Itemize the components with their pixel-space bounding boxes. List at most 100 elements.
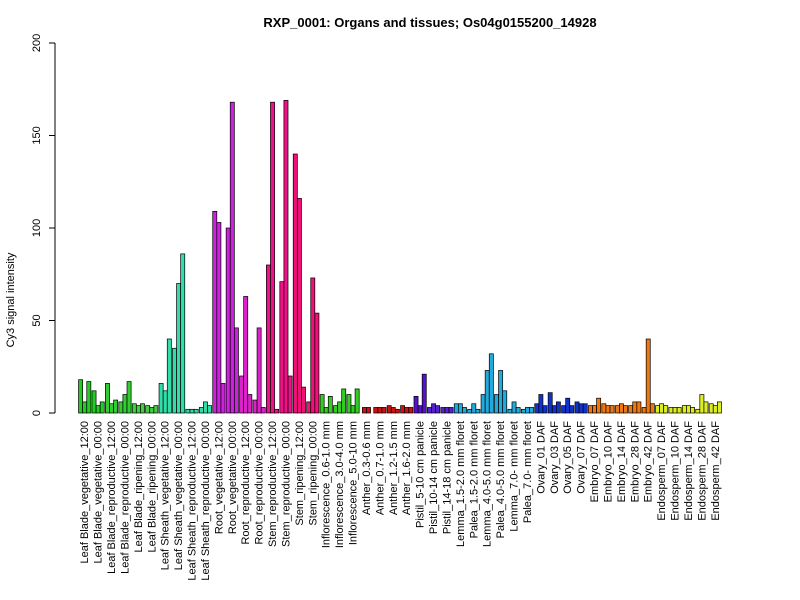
y-axis-title: Cy3 signal intensity (5, 252, 17, 347)
y-tick-label: 0 (31, 410, 43, 416)
bar-group (292, 153, 306, 414)
bar (484, 370, 490, 414)
bar (386, 405, 392, 414)
x-tick-label: Lemma_7.0- mm floret (509, 421, 521, 532)
bar (131, 403, 137, 414)
bar (480, 394, 486, 414)
bar (95, 405, 101, 414)
y-tick-label: 100 (31, 219, 43, 237)
bar (109, 403, 114, 414)
bar (292, 153, 298, 414)
bar (462, 407, 467, 414)
x-tick-label: Embryo_28 DAF (629, 421, 641, 503)
bar (86, 381, 92, 414)
x-tick-label: Endosperm_42 DAF (710, 421, 722, 521)
bar (502, 390, 508, 414)
bar-group (319, 394, 333, 414)
bar (659, 403, 665, 414)
bar (390, 407, 396, 414)
x-tick-label: Inflorescence_3.0-4.0 mm (334, 421, 346, 548)
bar (538, 394, 544, 414)
bar-group (574, 401, 588, 414)
bar-group (494, 370, 508, 414)
bar (243, 296, 249, 414)
bar-group (668, 407, 682, 414)
bar (561, 405, 567, 414)
bar-group (333, 388, 347, 414)
bar (252, 399, 258, 414)
bar-group (708, 401, 722, 414)
y-axis: 0 50 100 150 200 (31, 34, 56, 416)
bar (475, 408, 481, 414)
bar (686, 405, 691, 414)
bar-group (185, 408, 199, 414)
bar (690, 407, 695, 414)
bar (427, 407, 432, 414)
bar-group (306, 277, 320, 414)
x-tick-label: Leaf Sheath_reproductive_12:00 (187, 421, 199, 581)
bar (453, 403, 459, 414)
y-tick-label: 50 (31, 314, 43, 326)
bar (551, 405, 557, 414)
x-tick-label: Leaf Sheath_vegetative_00:00 (173, 421, 185, 570)
bar (417, 405, 423, 414)
bar (542, 405, 548, 414)
x-tick-labels: Leaf Blade_vegetative_12:00 Leaf Blade_ve… (79, 421, 722, 581)
bar (413, 396, 419, 414)
bar (189, 408, 195, 414)
bar (256, 327, 262, 414)
bar (274, 408, 280, 414)
bar (203, 401, 208, 414)
bar (507, 408, 513, 414)
bar (306, 401, 312, 414)
bar (266, 264, 271, 414)
bar-group (198, 401, 212, 414)
bar (668, 407, 674, 414)
bar (122, 394, 128, 414)
bar (712, 405, 718, 414)
bar (225, 227, 231, 414)
bar-group (507, 401, 521, 414)
bar (162, 390, 168, 414)
bar-group (614, 403, 628, 414)
x-tick-label: Leaf Sheath_reproductive_00:00 (200, 421, 212, 581)
bar (632, 401, 638, 414)
bar-group (373, 407, 387, 414)
bar (270, 101, 275, 414)
bar (494, 394, 499, 414)
bar (408, 407, 414, 414)
x-tick-label: Endosperm_28 DAF (696, 421, 708, 521)
bar (672, 407, 678, 414)
x-tick-label: Leaf Sheath_vegetative_12:00 (160, 421, 172, 570)
bar (198, 407, 204, 414)
bar (421, 373, 427, 414)
bar (126, 381, 132, 414)
bar (614, 405, 620, 414)
bar (91, 390, 97, 414)
bar (525, 407, 530, 414)
bar-group (520, 407, 534, 414)
bar (212, 211, 218, 414)
bar (394, 408, 400, 414)
x-tick-label: Stem_ripening_12:00 (294, 421, 306, 526)
bar (99, 401, 105, 414)
bar (448, 407, 454, 414)
bar (260, 407, 266, 414)
bar (645, 338, 651, 414)
bar (498, 370, 504, 414)
y-tick-label: 150 (31, 126, 43, 144)
bar (695, 408, 701, 414)
bar (574, 401, 580, 414)
bar (180, 253, 186, 414)
bar (663, 405, 669, 414)
y-tick-label: 200 (31, 34, 43, 52)
bar-group (400, 405, 414, 414)
bar (623, 405, 628, 414)
bar (172, 347, 177, 414)
x-tick-label: Stem_reproductive_12:00 (267, 421, 279, 547)
x-tick-label: Pistil_14-18 cm panicle (441, 421, 453, 534)
x-tick-label: Anther_0.3-0.6 mm (361, 421, 373, 515)
bar (314, 312, 320, 414)
x-tick-label: Palea_4.0-5.0 mm floret (495, 421, 507, 538)
bar-group (655, 403, 669, 414)
